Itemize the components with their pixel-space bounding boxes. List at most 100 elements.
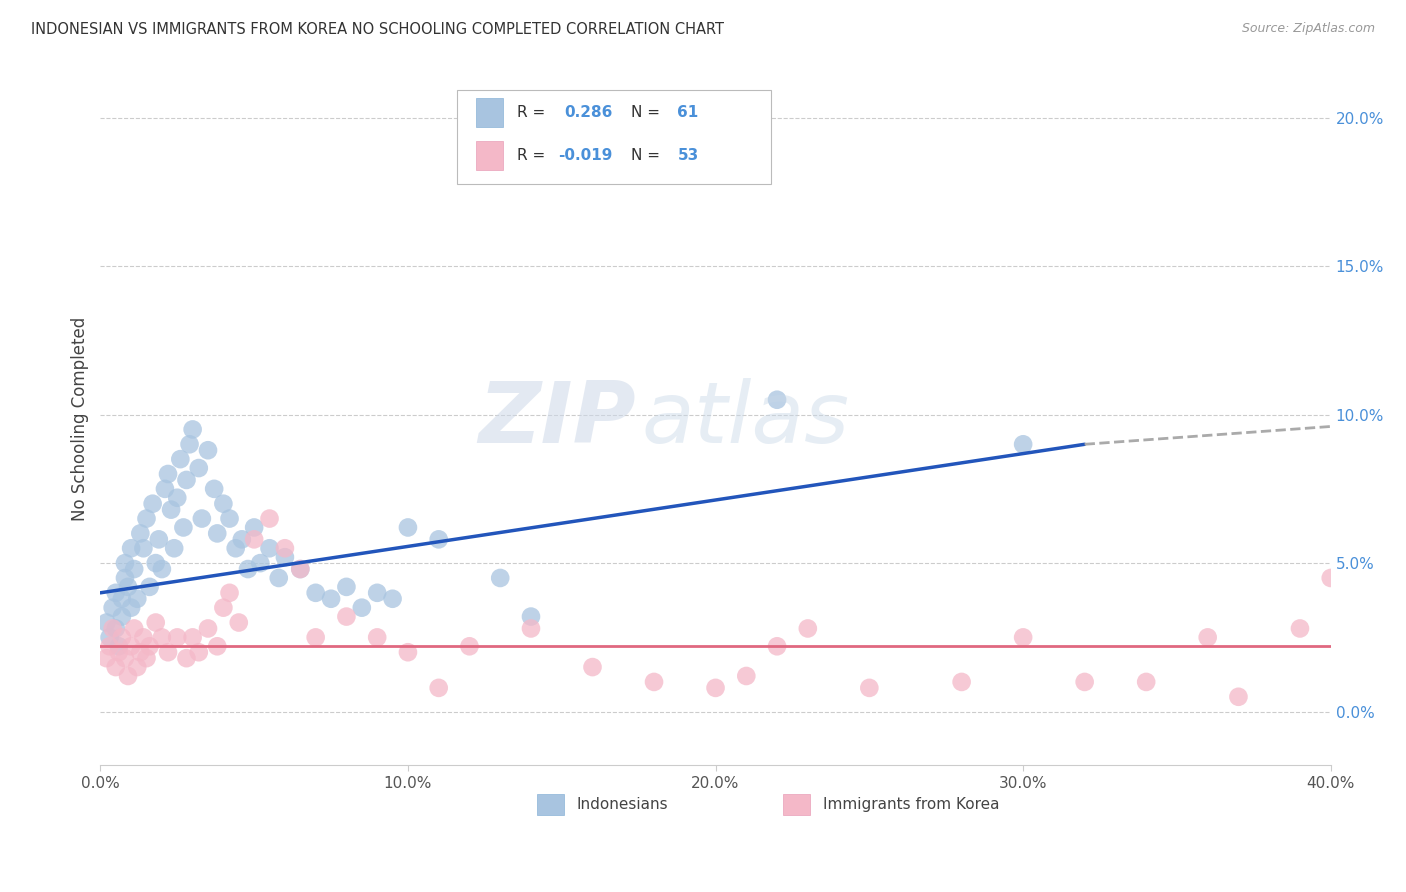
Point <box>766 392 789 407</box>
Text: 53: 53 <box>678 148 699 163</box>
Point <box>187 461 209 475</box>
Point <box>735 669 758 683</box>
Point <box>274 550 297 565</box>
Y-axis label: No Schooling Completed: No Schooling Completed <box>72 317 89 521</box>
Point <box>858 681 880 695</box>
Point <box>197 622 219 636</box>
Point <box>366 586 388 600</box>
Bar <box>475 97 503 127</box>
Point <box>187 645 209 659</box>
Point <box>243 520 266 534</box>
Point <box>157 645 180 659</box>
Point <box>122 622 145 636</box>
Point <box>104 586 127 600</box>
Text: INDONESIAN VS IMMIGRANTS FROM KOREA NO SCHOOLING COMPLETED CORRELATION CHART: INDONESIAN VS IMMIGRANTS FROM KOREA NO S… <box>31 22 724 37</box>
Point <box>129 645 152 659</box>
FancyBboxPatch shape <box>457 90 770 184</box>
Point <box>797 622 820 636</box>
Point <box>267 571 290 585</box>
Point <box>145 556 167 570</box>
Point <box>1073 674 1095 689</box>
Point <box>157 467 180 481</box>
Point <box>150 631 173 645</box>
Point <box>581 660 603 674</box>
Point <box>120 600 142 615</box>
Text: Immigrants from Korea: Immigrants from Korea <box>823 797 1000 812</box>
Point <box>243 533 266 547</box>
Point <box>396 520 419 534</box>
Point <box>396 645 419 659</box>
Point <box>249 556 271 570</box>
Point <box>520 609 543 624</box>
Point <box>350 600 373 615</box>
Point <box>1289 622 1312 636</box>
Text: R =: R = <box>517 104 551 120</box>
Point <box>114 651 136 665</box>
Point <box>366 631 388 645</box>
Point <box>202 482 225 496</box>
Bar <box>537 794 564 815</box>
Point <box>207 640 229 654</box>
Point <box>236 562 259 576</box>
Point <box>132 631 155 645</box>
Point <box>290 562 312 576</box>
Point <box>643 674 665 689</box>
Point <box>150 562 173 576</box>
Point <box>120 541 142 556</box>
Point <box>127 660 149 674</box>
Point <box>319 591 342 606</box>
Text: N =: N = <box>631 148 665 163</box>
Point <box>117 580 139 594</box>
Point <box>1012 437 1035 451</box>
Point <box>153 482 176 496</box>
Point <box>135 511 157 525</box>
Text: 61: 61 <box>678 104 699 120</box>
Point <box>138 640 160 654</box>
Point <box>427 533 450 547</box>
Point <box>766 640 789 654</box>
Point <box>197 443 219 458</box>
Point <box>169 452 191 467</box>
Point <box>104 622 127 636</box>
Point <box>117 669 139 683</box>
Point <box>101 622 124 636</box>
Point <box>191 511 214 525</box>
Point <box>98 640 121 654</box>
Point <box>96 615 118 630</box>
Point <box>148 533 170 547</box>
Point <box>1197 631 1219 645</box>
Point <box>127 591 149 606</box>
Point <box>335 580 357 594</box>
Point <box>176 651 198 665</box>
Point <box>1012 631 1035 645</box>
Point <box>218 586 240 600</box>
Point <box>120 640 142 654</box>
Point <box>104 660 127 674</box>
Point <box>225 541 247 556</box>
Text: -0.019: -0.019 <box>558 148 613 163</box>
Point <box>172 520 194 534</box>
Point <box>1135 674 1157 689</box>
Point <box>458 640 481 654</box>
Point <box>181 631 204 645</box>
Point <box>381 591 404 606</box>
Point <box>101 600 124 615</box>
Text: N =: N = <box>631 104 665 120</box>
Point <box>181 422 204 436</box>
Point <box>212 497 235 511</box>
Point <box>427 681 450 695</box>
Point <box>142 497 165 511</box>
Point <box>122 562 145 576</box>
Point <box>160 502 183 516</box>
Point <box>163 541 186 556</box>
Point <box>129 526 152 541</box>
Point <box>207 526 229 541</box>
Point <box>520 622 543 636</box>
Text: 0.286: 0.286 <box>564 104 613 120</box>
Point <box>145 615 167 630</box>
Point <box>107 640 129 654</box>
Text: Source: ZipAtlas.com: Source: ZipAtlas.com <box>1241 22 1375 36</box>
Point <box>111 609 134 624</box>
Bar <box>475 141 503 169</box>
Point <box>489 571 512 585</box>
